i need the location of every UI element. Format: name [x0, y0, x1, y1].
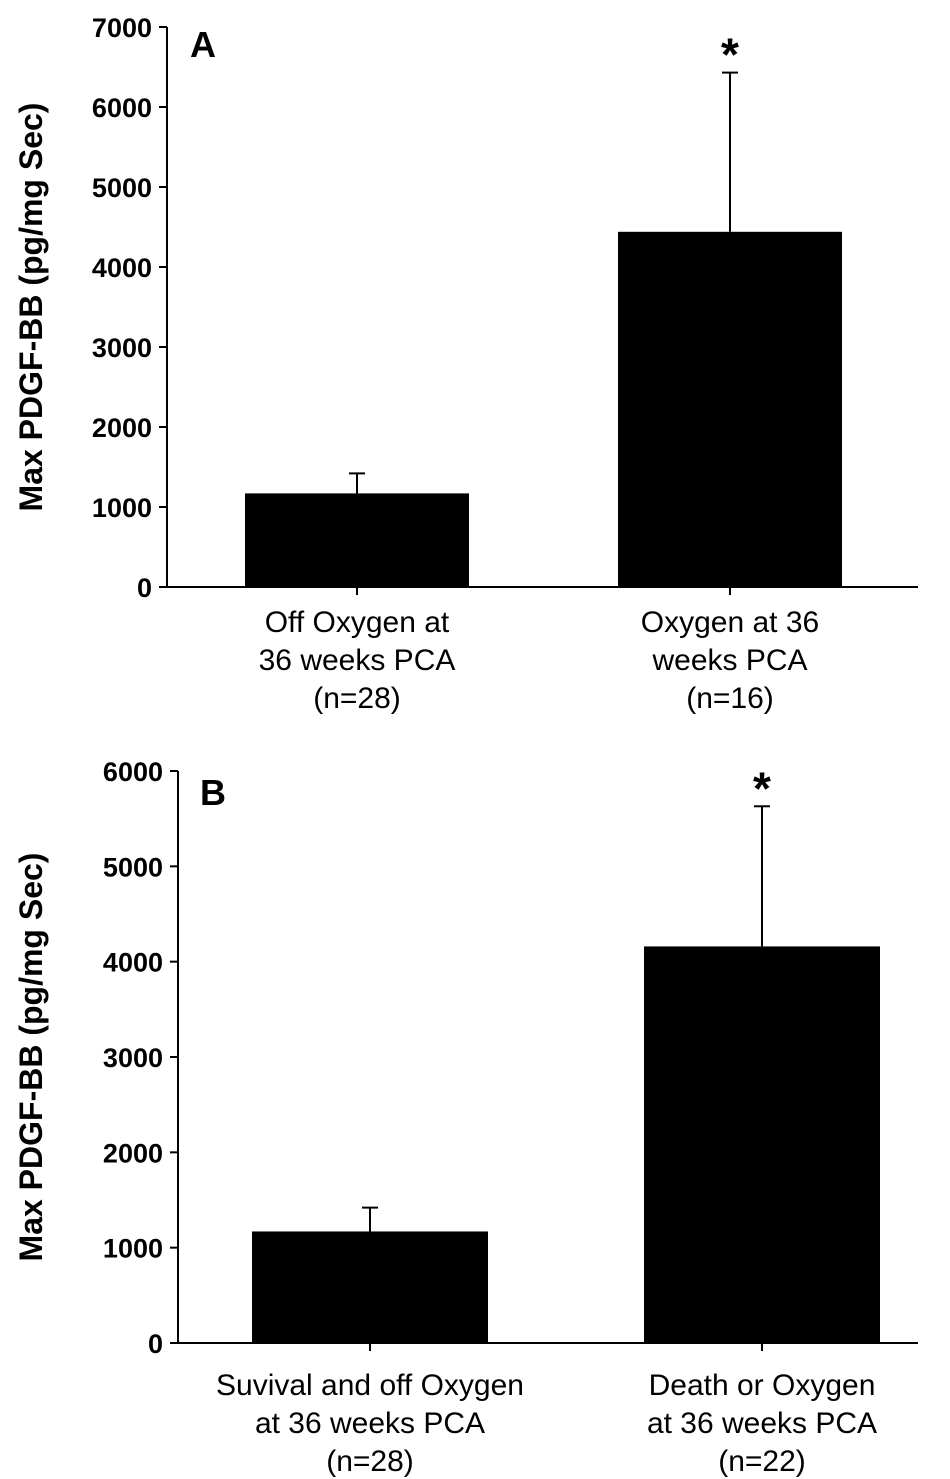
panel-b-ytick-label: 0: [148, 1329, 163, 1359]
chart-panel-b: * 0 1000 2000 3000 4000 5000 6000 Suvival and of…: [13, 757, 918, 1478]
panel-a-ytick-label: 7000: [92, 13, 152, 43]
panel-a-ytick-label: 5000: [92, 173, 152, 203]
panel-a-ytick-label: 4000: [92, 253, 152, 283]
panel-b-significance-marker: *: [753, 762, 771, 814]
panel-b-bar-2: [644, 946, 880, 1343]
panel-b-category-label-2-line-1: Death or Oxygen: [649, 1369, 876, 1402]
panel-a-label: A: [190, 24, 216, 65]
panel-b-ytick-label: 5000: [103, 852, 163, 882]
panel-a-category-label-1-line-3: (n=28): [313, 682, 401, 715]
panel-a-category-label-1-line-1: Off Oxygen at: [265, 606, 450, 639]
panel-a-category-label-2-line-2: weeks PCA: [651, 644, 807, 677]
panel-b-ytick-label: 6000: [103, 757, 163, 787]
panel-a-bar-2: [618, 231, 842, 588]
chart-panel-a: * 0 1000 2000 3000 4000 5000 6000 7000 Off Oxygen…: [13, 13, 918, 715]
panel-a-ytick-label: 0: [137, 573, 152, 603]
panel-b-ytick-label: 1000: [103, 1234, 163, 1264]
panel-a-category-label-1-line-2: 36 weeks PCA: [259, 644, 456, 677]
panel-b-y-axis-label: Max PDGF-BB (pg/mg Sec): [13, 853, 49, 1262]
panel-a-ytick-label: 3000: [92, 333, 152, 363]
panel-b-ytick-label: 3000: [103, 1043, 163, 1073]
panel-b-ytick-label: 4000: [103, 948, 163, 978]
panel-a-category-label-2-line-3: (n=16): [686, 682, 774, 715]
panel-a-ytick-label: 1000: [92, 493, 152, 523]
panel-a-significance-marker: *: [721, 29, 739, 81]
panel-b-bar-1: [252, 1231, 488, 1343]
panel-b-category-label-1-line-2: at 36 weeks PCA: [255, 1407, 485, 1440]
panel-a-y-axis-label: Max PDGF-BB (pg/mg Sec): [13, 103, 49, 512]
panel-b-category-label-1-line-3: (n=28): [326, 1445, 414, 1478]
panel-b-category-label-2-line-3: (n=22): [718, 1445, 806, 1478]
panel-a-ytick-label: 2000: [92, 413, 152, 443]
panel-a-bar-1: [245, 493, 469, 587]
panel-a-ytick-label: 6000: [92, 93, 152, 123]
panel-a-category-label-2-line-1: Oxygen at 36: [641, 606, 819, 639]
panel-b-category-label-2-line-2: at 36 weeks PCA: [647, 1407, 877, 1440]
panel-b-label: B: [200, 772, 226, 813]
panel-b-category-label-1-line-1: Suvival and off Oxygen: [216, 1369, 524, 1402]
panel-b-ytick-label: 2000: [103, 1138, 163, 1168]
